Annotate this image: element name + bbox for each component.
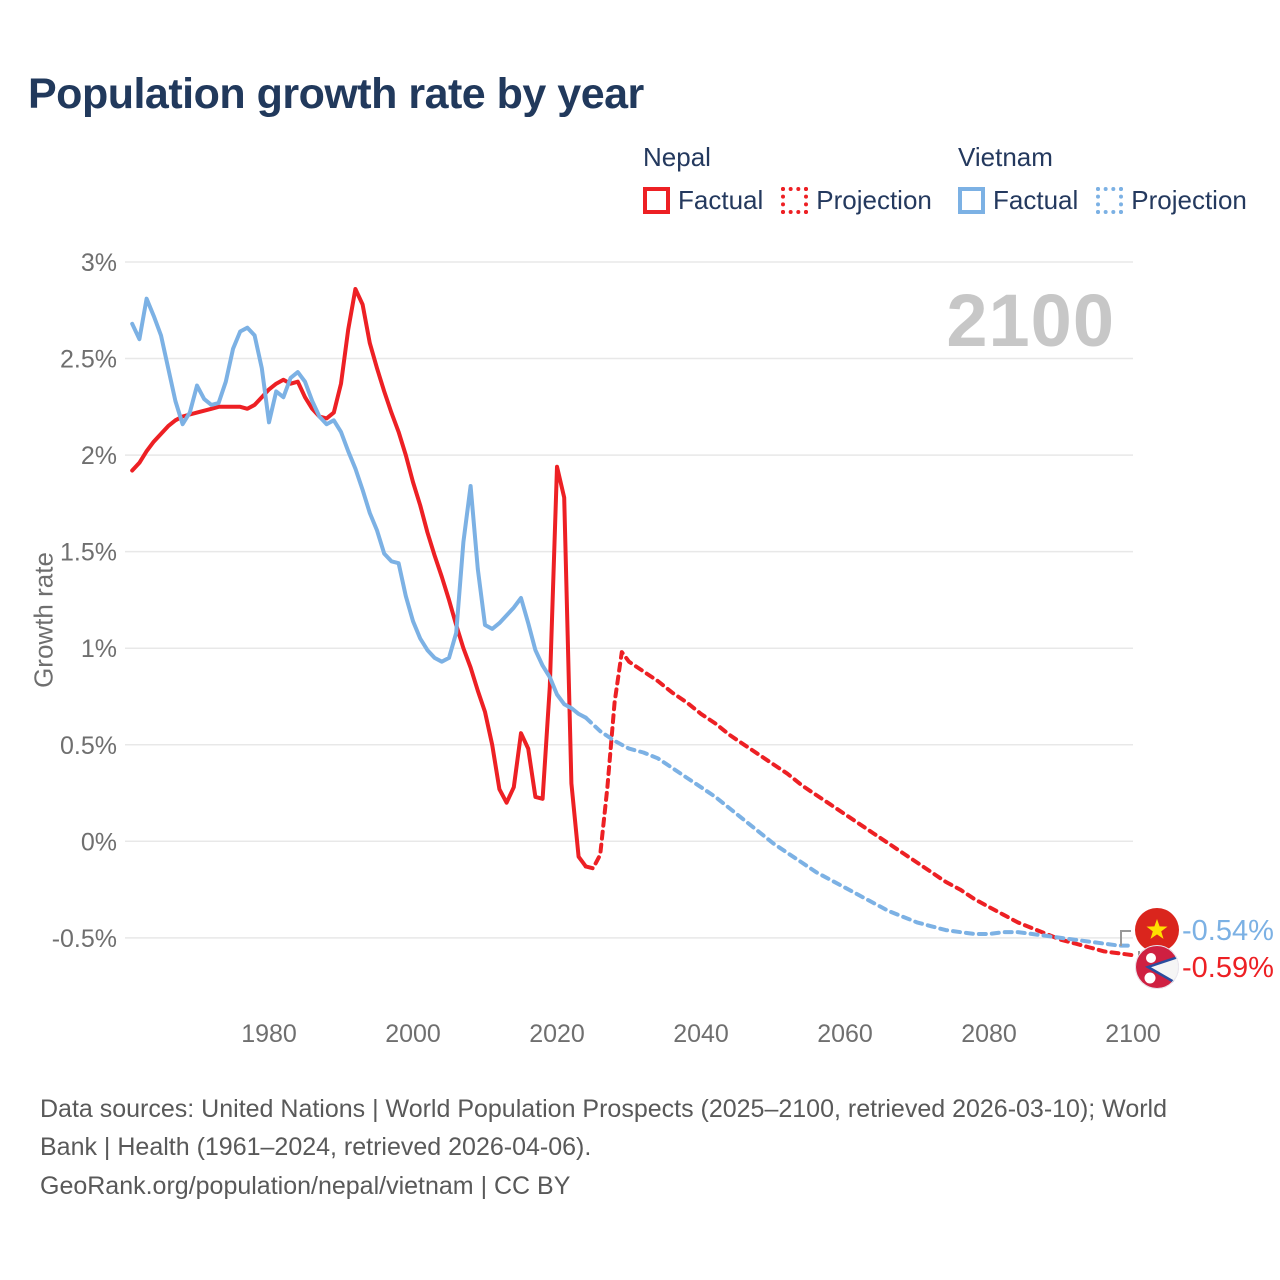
plot-area: 3% 2.5% 2% 1.5% 1% 0.5% 0% -0.5% 1980 2000 2020 204…: [52, 249, 1161, 1048]
legend-group-nepal-name: Nepal: [643, 142, 711, 172]
legend-item-nepal-projection[interactable]: Projection: [781, 185, 932, 216]
x-tick-label: 2020: [529, 1020, 585, 1048]
y-tick-label: 0%: [81, 828, 117, 856]
legend-item-label: Projection: [816, 185, 932, 215]
legend-item-label: Projection: [1131, 185, 1247, 215]
legend-row-vietnam: Factual Projection: [958, 185, 1247, 216]
vietnam-factual-line[interactable]: [130, 296, 588, 720]
legend-item-vietnam-factual[interactable]: Factual: [958, 185, 1078, 216]
page-title: Population growth rate by year: [28, 70, 644, 118]
legend-item-vietnam-projection[interactable]: Projection: [1096, 185, 1247, 216]
legend-item-nepal-factual[interactable]: Factual: [643, 185, 763, 216]
vietnam-end-connector: [1120, 930, 1131, 946]
nepal-end-value: -0.59%: [1182, 952, 1274, 984]
nepal-projection-line[interactable]: [583, 650, 1135, 958]
vietnam-projection-line[interactable]: [583, 715, 1135, 948]
nepal-flag-icon: [1135, 945, 1179, 989]
y-tick-label: 1%: [81, 635, 117, 663]
legend-item-label: Factual: [678, 185, 764, 215]
legend-row-nepal: Factual Projection: [643, 185, 932, 216]
vietnam-projection-swatch-icon: [1096, 187, 1124, 214]
chart-canvas: 2100 3% 2.5% 2% 1.5% 1% 0.5% 0% -0.5% 1980 2000 20…: [52, 249, 1274, 1048]
y-tick-label: 2%: [81, 442, 117, 470]
legend-item-label: Factual: [993, 185, 1079, 215]
x-tick-label: 1980: [241, 1020, 297, 1048]
vietnam-end-value: -0.54%: [1182, 915, 1274, 947]
caption: Data sources: United Nations | World Pop…: [40, 1090, 1216, 1206]
y-tick-label: 3%: [81, 249, 117, 277]
vietnam-flag-icon: [1135, 908, 1179, 952]
nepal-projection-swatch-icon: [781, 187, 809, 214]
x-tick-label: 2060: [817, 1020, 873, 1048]
y-tick-label: 2.5%: [60, 346, 117, 374]
nepal-factual-line[interactable]: [130, 287, 588, 869]
x-tick-label: 2040: [673, 1020, 729, 1048]
y-tick-label: -0.5%: [52, 925, 117, 953]
legend-group-vietnam: Vietnam Factual Projection: [958, 142, 1247, 216]
data-sources-text: Data sources: United Nations | World Pop…: [40, 1095, 1168, 1161]
x-tick-label: 2100: [1105, 1020, 1161, 1048]
watermark-year: 2100: [946, 279, 1115, 362]
legend-group-nepal: Nepal Factual Projection: [643, 142, 932, 216]
x-tick-label: 2000: [385, 1020, 441, 1048]
legend-group-vietnam-name: Vietnam: [958, 142, 1053, 172]
y-tick-label: 0.5%: [60, 732, 117, 760]
y-tick-label: 1.5%: [60, 539, 117, 567]
x-tick-label: 2080: [961, 1020, 1017, 1048]
nepal-factual-swatch-icon: [643, 187, 670, 214]
vietnam-factual-swatch-icon: [958, 187, 985, 214]
attribution-text: GeoRank.org/population/nepal/vietnam | C…: [40, 1172, 571, 1200]
